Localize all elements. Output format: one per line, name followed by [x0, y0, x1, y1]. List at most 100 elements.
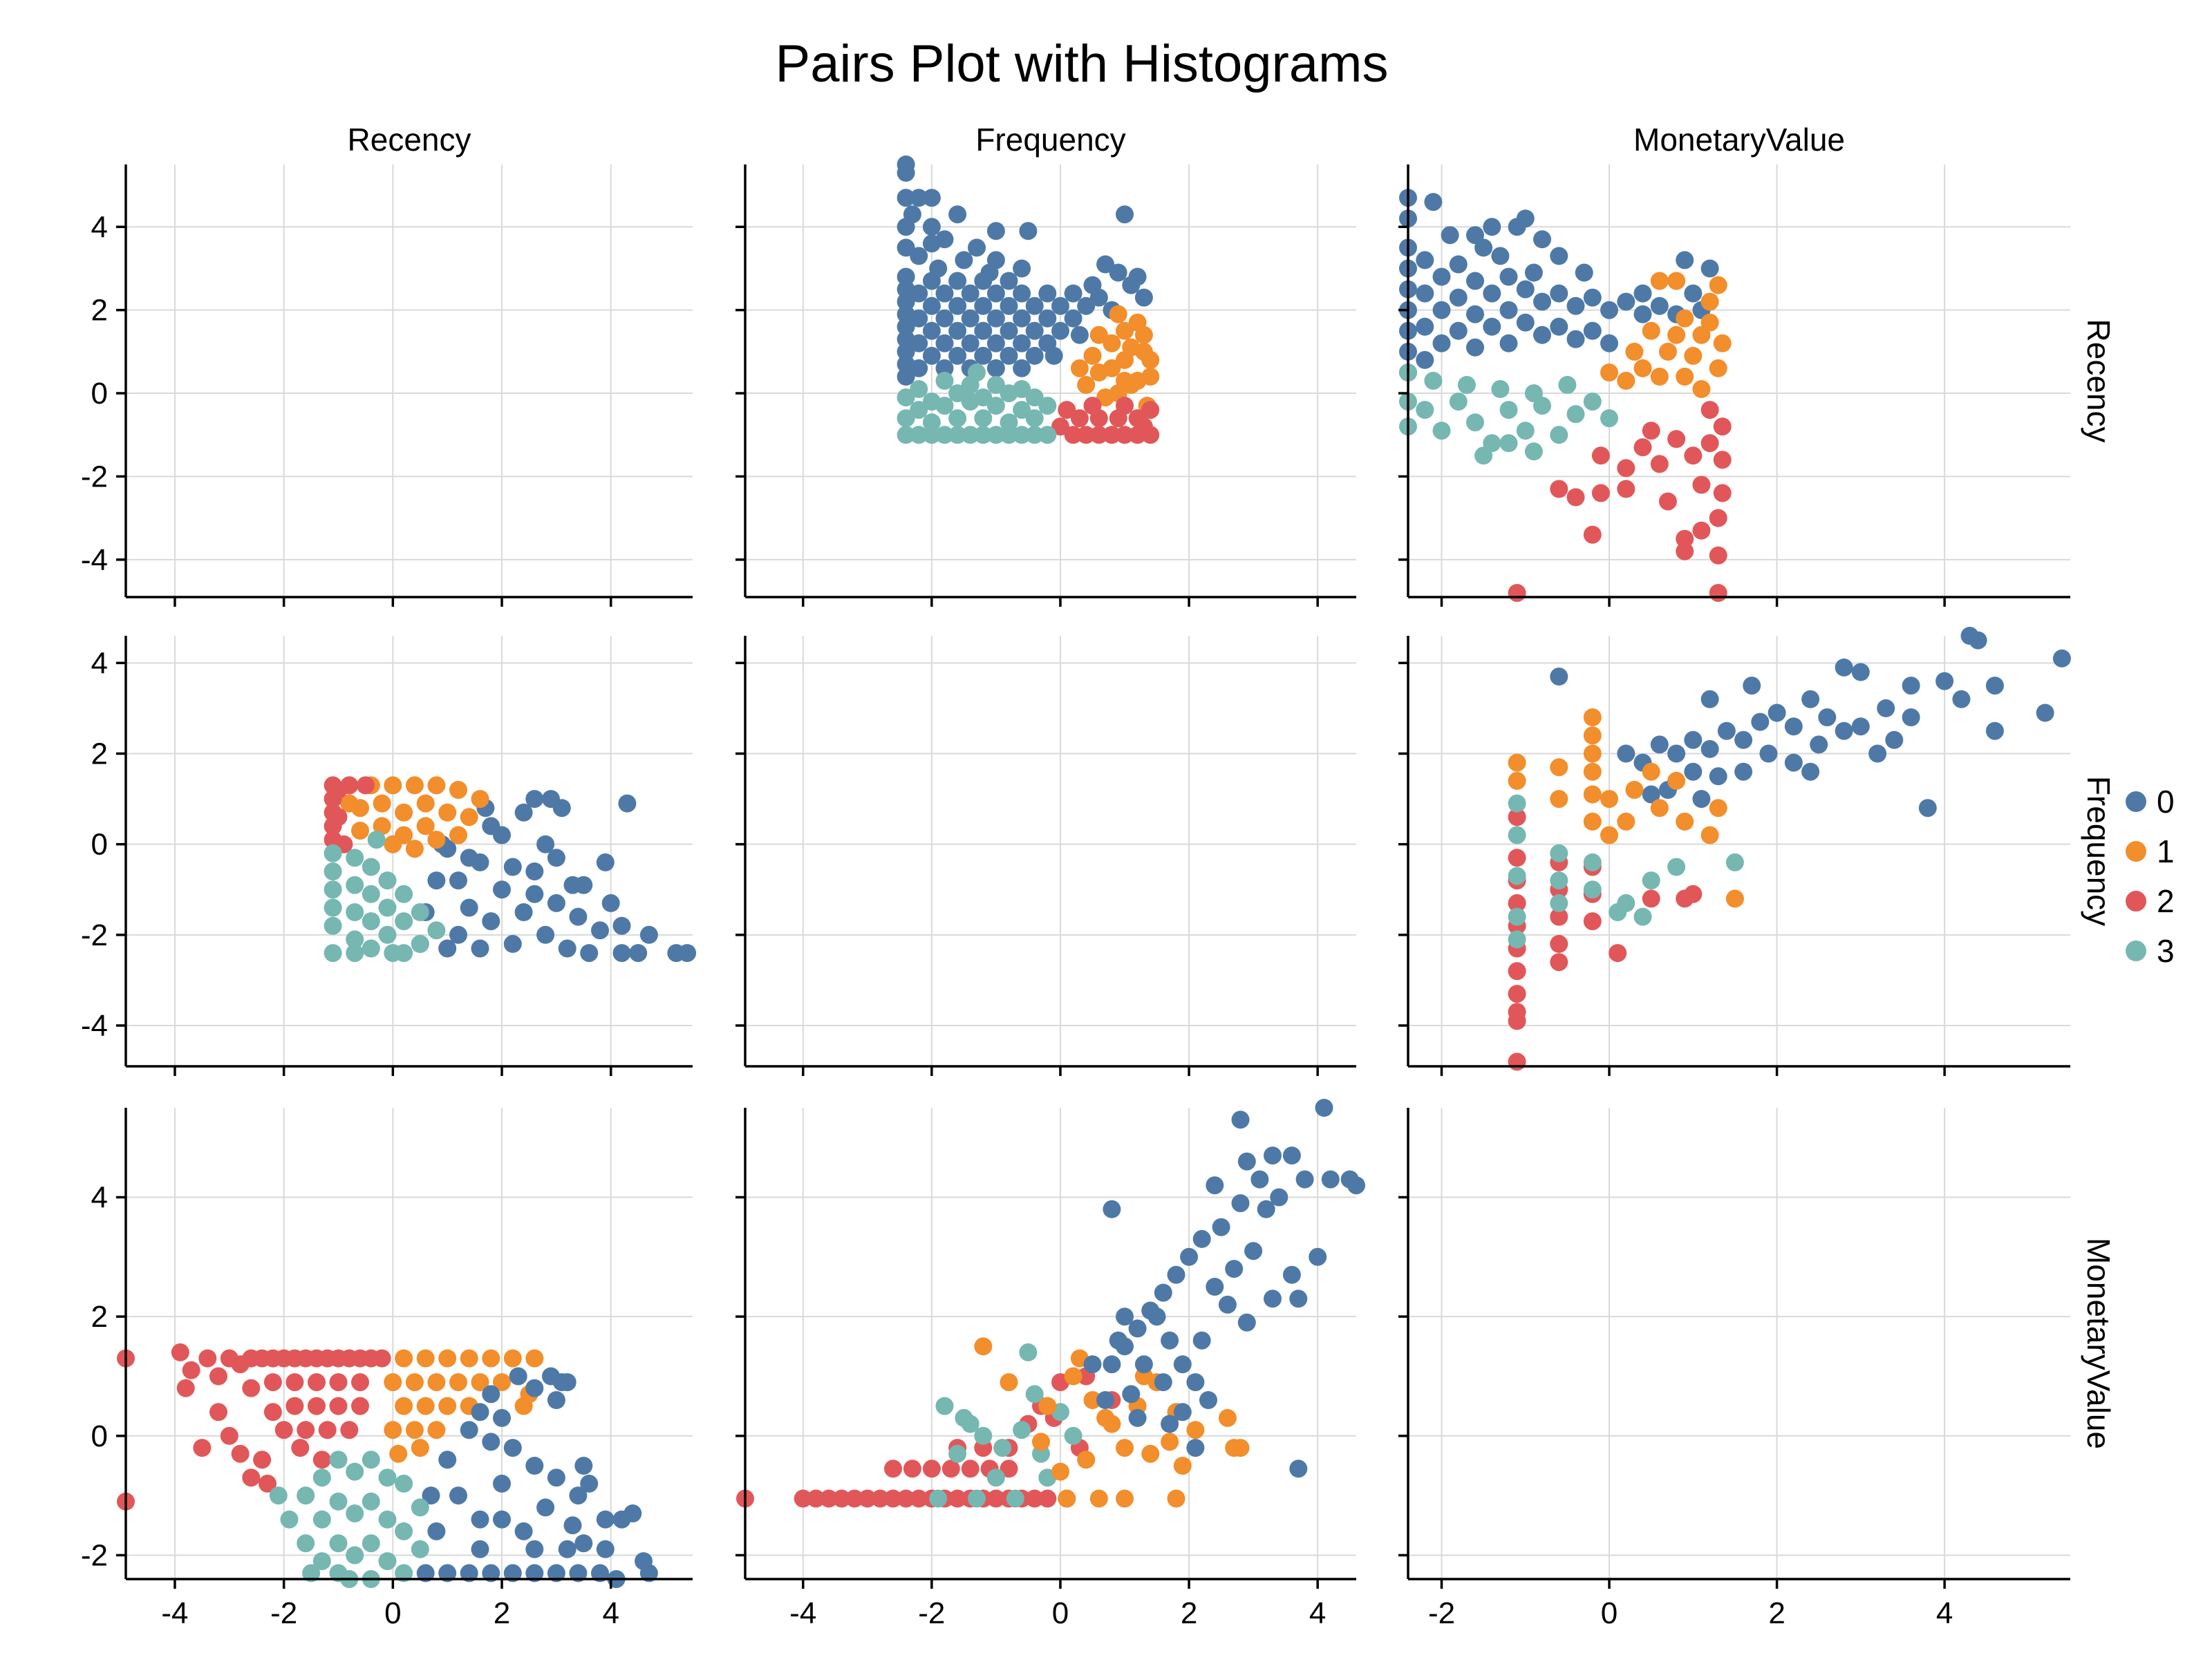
data-point-cluster-3	[378, 925, 397, 944]
data-point-cluster-0	[935, 309, 954, 328]
data-point-cluster-2	[903, 1460, 921, 1478]
data-point-cluster-3	[1508, 794, 1526, 813]
data-point-cluster-0	[514, 1522, 533, 1540]
data-point-cluster-2	[1713, 451, 1732, 469]
data-point-cluster-0	[438, 939, 457, 958]
x-tick-label: -2	[1428, 1596, 1455, 1630]
data-point-cluster-0	[596, 1510, 615, 1529]
data-point-cluster-0	[629, 944, 648, 963]
data-point-cluster-0	[1257, 1200, 1275, 1218]
data-point-cluster-3	[1038, 397, 1057, 415]
data-point-cluster-3	[346, 944, 364, 963]
data-point-cluster-1	[1583, 785, 1602, 804]
data-point-cluster-0	[482, 1385, 500, 1404]
data-point-cluster-2	[1684, 446, 1703, 465]
data-point-cluster-2	[884, 1460, 902, 1478]
column-label-frequency: Frequency	[975, 122, 1125, 158]
data-point-cluster-0	[547, 849, 565, 867]
data-point-cluster-1	[1709, 276, 1727, 294]
data-point-cluster-0	[922, 218, 941, 236]
data-point-cluster-3	[1642, 871, 1660, 890]
data-point-cluster-1	[1658, 342, 1677, 361]
data-point-cluster-0	[1083, 1355, 1102, 1374]
row-label-monetaryvalue: MonetaryValue	[2081, 1238, 2117, 1449]
data-point-cluster-3	[324, 916, 342, 935]
data-point-cluster-3	[329, 1492, 348, 1511]
data-point-cluster-0	[422, 1486, 440, 1505]
data-point-cluster-2	[1591, 484, 1610, 502]
data-point-cluster-0	[547, 1469, 565, 1487]
data-point-cluster-0	[1566, 330, 1585, 348]
data-point-cluster-0	[624, 1504, 642, 1522]
data-point-cluster-0	[1550, 284, 1568, 303]
data-point-cluster-1	[1122, 338, 1141, 357]
scatter-points	[736, 1099, 1365, 1508]
data-point-cluster-2	[1508, 849, 1526, 867]
legend-item-2: 2	[2126, 883, 2175, 919]
data-point-cluster-3	[297, 1534, 315, 1553]
data-point-cluster-1	[405, 840, 424, 858]
data-point-cluster-0	[1270, 1188, 1288, 1207]
data-point-cluster-0	[1432, 267, 1451, 286]
scatter-points	[1399, 189, 1732, 602]
data-point-cluster-0	[1013, 359, 1031, 377]
data-point-cluster-1	[1167, 1489, 1185, 1508]
data-point-cluster-0	[1684, 730, 1703, 749]
data-point-cluster-2	[922, 1460, 941, 1478]
data-point-cluster-0	[1617, 744, 1635, 763]
panel-recency-vs-recency: 4 2 0 -2 -4	[81, 164, 693, 607]
data-point-cluster-1	[974, 1337, 993, 1356]
data-point-cluster-3	[1424, 372, 1443, 390]
data-point-cluster-2	[1134, 417, 1153, 436]
data-point-cluster-2	[807, 1489, 825, 1508]
data-point-cluster-1	[503, 1349, 522, 1368]
data-point-cluster-1	[1550, 758, 1568, 777]
data-point-cluster-3	[1006, 1489, 1024, 1508]
data-point-cluster-0	[1533, 325, 1551, 344]
data-point-cluster-0	[1134, 288, 1153, 307]
data-point-cluster-2	[1508, 808, 1526, 827]
data-point-cluster-0	[910, 284, 928, 303]
data-point-cluster-3	[1499, 401, 1518, 419]
data-point-cluster-1	[1676, 812, 1694, 831]
data-point-cluster-2	[1000, 1460, 1018, 1478]
data-point-cluster-0	[1013, 284, 1031, 303]
data-point-cluster-0	[986, 359, 1005, 377]
data-point-cluster-0	[1784, 717, 1803, 736]
data-point-cluster-1	[405, 1421, 424, 1439]
data-point-cluster-3	[897, 388, 915, 407]
data-point-cluster-3	[1633, 907, 1652, 926]
data-point-cluster-2	[308, 1397, 326, 1415]
data-point-cluster-0	[1550, 668, 1568, 686]
data-point-cluster-0	[525, 790, 544, 809]
data-point-cluster-3	[346, 849, 364, 867]
data-point-cluster-1	[384, 1373, 402, 1392]
data-point-cluster-0	[471, 1403, 489, 1422]
data-point-cluster-0	[922, 321, 941, 340]
data-point-cluster-0	[482, 1564, 500, 1583]
data-point-cluster-1	[438, 1397, 457, 1415]
data-point-cluster-0	[449, 925, 467, 944]
data-point-cluster-2	[1058, 401, 1076, 419]
data-point-cluster-0	[922, 346, 941, 365]
data-point-cluster-3	[297, 1486, 315, 1505]
data-point-cluster-1	[416, 817, 435, 835]
data-point-cluster-0	[948, 296, 967, 315]
data-point-cluster-0	[639, 925, 658, 944]
data-point-cluster-2	[820, 1489, 838, 1508]
data-point-cluster-2	[1089, 426, 1108, 444]
data-point-cluster-2	[1667, 430, 1686, 448]
data-point-cluster-3	[974, 1426, 993, 1445]
data-point-cluster-2	[1583, 525, 1602, 544]
data-point-cluster-2	[329, 1397, 348, 1415]
data-point-cluster-1	[1583, 708, 1602, 726]
data-point-cluster-1	[1700, 826, 1719, 844]
data-point-cluster-0	[897, 317, 915, 336]
data-point-cluster-1	[1713, 334, 1732, 352]
data-point-cluster-2	[297, 1421, 315, 1439]
data-point-cluster-0	[1000, 321, 1018, 340]
data-point-cluster-1	[1650, 368, 1669, 386]
data-point-cluster-0	[1250, 1170, 1269, 1189]
panel-frequency-vs-monetaryvalue	[1398, 627, 2071, 1076]
data-point-cluster-0	[1192, 1331, 1211, 1350]
